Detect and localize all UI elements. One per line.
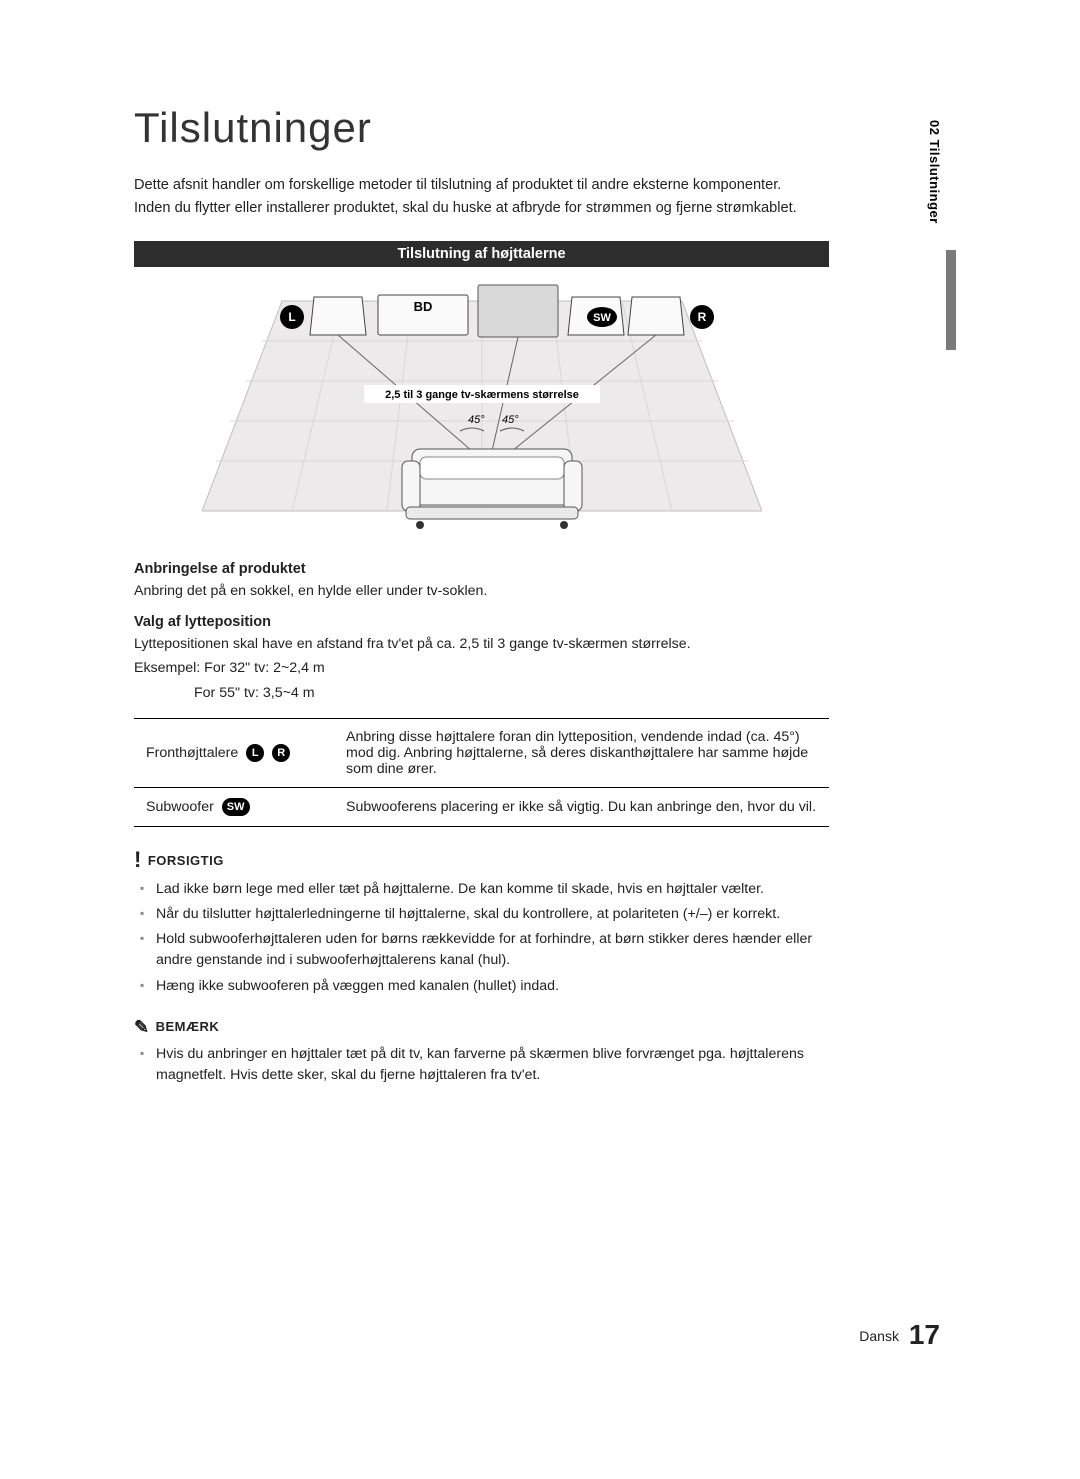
- row2-label: Subwoofer: [146, 798, 214, 814]
- side-tab-label: 02 Tilslutninger: [920, 120, 942, 224]
- listening-heading: Valg af lytteposition: [134, 614, 829, 630]
- footer-language: Dansk: [859, 1328, 899, 1344]
- left-speaker-icon: [310, 297, 366, 335]
- right-badge: R: [697, 310, 706, 324]
- intro-line-1: Dette afsnit handler om forskellige meto…: [134, 174, 829, 197]
- page-footer: Dansk 17: [859, 1319, 940, 1351]
- placement-heading: Anbringelse af produktet: [134, 561, 829, 577]
- caution-icon: !: [134, 847, 142, 872]
- intro-line-2: Inden du flytter eller installerer produ…: [134, 197, 829, 220]
- content-column: Tilslutninger Dette afsnit handler om fo…: [134, 104, 829, 1091]
- intro-block: Dette afsnit handler om forskellige meto…: [134, 174, 829, 219]
- listening-text: Lyttepositionen skal have en afstand fra…: [134, 634, 829, 655]
- footer-page-number: 17: [909, 1319, 940, 1350]
- sw-badge: SW: [593, 312, 611, 324]
- table-row: Fronthøjttalere L R Anbring disse højtta…: [134, 718, 829, 787]
- row2-label-cell: Subwoofer SW: [134, 787, 334, 826]
- right-speaker-icon: [628, 297, 684, 335]
- angle-right: 45°: [502, 414, 519, 426]
- angle-left: 45°: [468, 414, 485, 426]
- distance-label: 2,5 til 3 gange tv-skærmens størrelse: [385, 389, 579, 401]
- listening-ex2: For 55" tv: 3,5~4 m: [194, 683, 829, 704]
- page: 02 Tilslutninger Tilslutninger Dette afs…: [0, 0, 1080, 1479]
- r-badge-icon: R: [272, 744, 290, 762]
- speaker-table: Fronthøjttalere L R Anbring disse højtta…: [134, 718, 829, 827]
- section-heading-bar: Tilslutning af højttalerne: [134, 241, 829, 267]
- list-item: Lad ikke børn lege med eller tæt på højt…: [134, 879, 829, 900]
- page-title: Tilslutninger: [134, 104, 829, 152]
- row1-desc: Anbring disse højttalere foran din lytte…: [334, 718, 829, 787]
- tv-icon: [478, 285, 558, 337]
- speaker-layout-diagram: L BD SW R: [202, 281, 762, 541]
- bd-label: BD: [413, 299, 432, 314]
- l-badge-icon: L: [246, 744, 264, 762]
- side-tab: 02 Tilslutninger: [920, 120, 942, 520]
- table-row: Subwoofer SW Subwooferens placering er i…: [134, 787, 829, 826]
- left-badge: L: [288, 310, 295, 324]
- sw-badge-icon: SW: [222, 798, 250, 816]
- note-icon: ✎: [134, 1017, 150, 1037]
- row1-label: Fronthøjttalere: [146, 744, 238, 760]
- list-item: Hæng ikke subwooferen på væggen med kana…: [134, 976, 829, 997]
- list-item: Hvis du anbringer en højttaler tæt på di…: [134, 1044, 829, 1087]
- diagram-svg: L BD SW R: [202, 281, 762, 541]
- listening-ex1: Eksempel: For 32" tv: 2~2,4 m: [134, 658, 829, 679]
- couch-icon: [402, 449, 582, 529]
- row2-desc: Subwooferens placering er ikke så vigtig…: [334, 787, 829, 826]
- note-heading: ✎ BEMÆRK: [134, 1017, 829, 1038]
- caution-list: Lad ikke børn lege med eller tæt på højt…: [134, 879, 829, 997]
- note-list: Hvis du anbringer en højttaler tæt på di…: [134, 1044, 829, 1087]
- side-tab-marker: [946, 250, 956, 350]
- caution-heading: ! FORSIGTIG: [134, 847, 829, 873]
- section-heading-text: Tilslutning af højttalerne: [397, 246, 565, 262]
- list-item: Hold subwooferhøjttaleren uden for børns…: [134, 929, 829, 972]
- list-item: Når du tilslutter højttalerledningerne t…: [134, 904, 829, 925]
- caution-label: FORSIGTIG: [148, 853, 224, 868]
- note-label: BEMÆRK: [156, 1019, 220, 1034]
- row1-label-cell: Fronthøjttalere L R: [134, 718, 334, 787]
- placement-text: Anbring det på en sokkel, en hylde eller…: [134, 581, 829, 602]
